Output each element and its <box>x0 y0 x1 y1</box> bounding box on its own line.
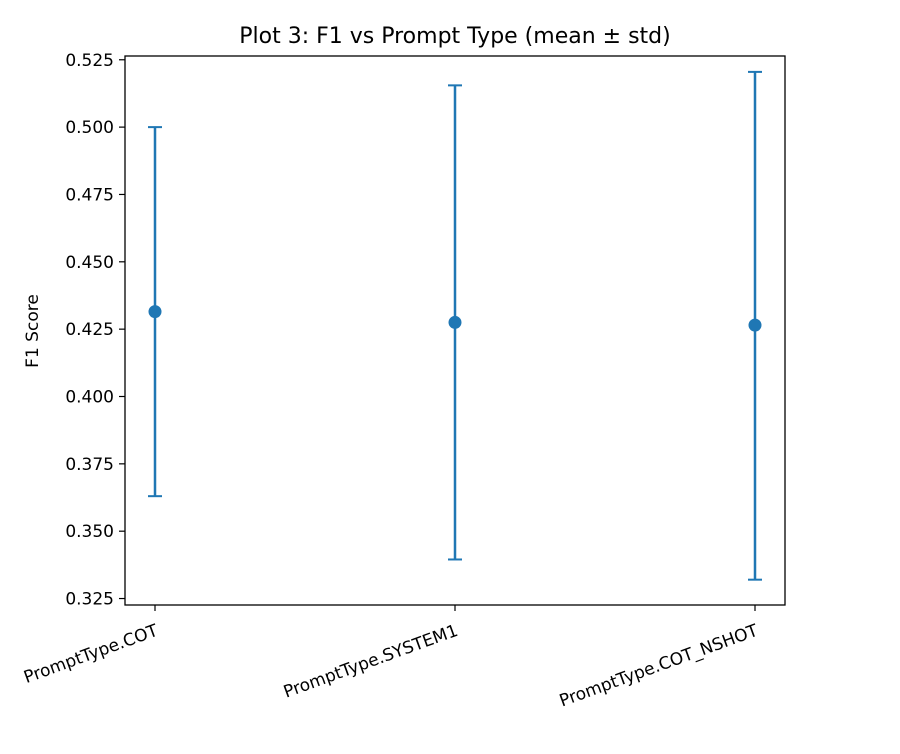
y-tick-label: 0.325 <box>65 590 114 610</box>
y-tick-label: 0.400 <box>65 387 114 407</box>
y-tick-label: 0.525 <box>65 51 114 71</box>
chart-title: Plot 3: F1 vs Prompt Type (mean ± std) <box>239 24 670 49</box>
y-tick-label: 0.375 <box>65 455 114 475</box>
x-tick-label: PromptType.COT_NSHOT <box>557 621 761 712</box>
y-tick-label: 0.500 <box>65 118 114 138</box>
y-tick-label: 0.450 <box>65 253 114 273</box>
y-tick-label: 0.425 <box>65 320 114 340</box>
y-axis-label: F1 Score <box>23 294 43 368</box>
plot-area: 0.325 0.350 0.375 0.400 0.425 0.450 0.475 0.500… <box>21 51 786 712</box>
y-tick-label: 0.350 <box>65 522 114 542</box>
mean-point <box>448 315 462 329</box>
mean-point <box>748 318 762 332</box>
x-tick-label: PromptType.COT <box>21 621 161 688</box>
y-tick-label: 0.475 <box>65 185 114 205</box>
mean-point <box>148 305 162 319</box>
x-tick-label: PromptType.SYSTEM1 <box>281 621 461 703</box>
